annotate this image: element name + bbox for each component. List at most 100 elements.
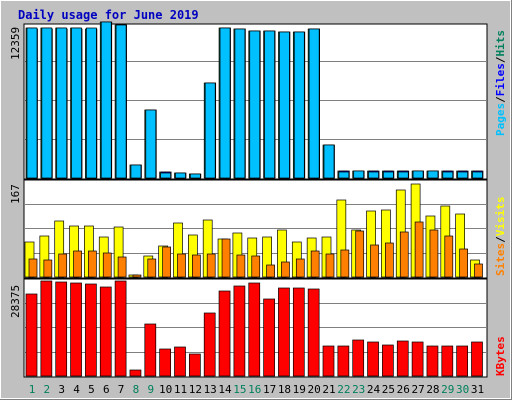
x-tick-label: 15 (233, 383, 246, 396)
x-tick-label: 19 (293, 383, 306, 396)
sites-bar (58, 253, 68, 278)
kbytes-bar (292, 287, 305, 377)
sites-bar (43, 259, 53, 278)
sites-bar (459, 248, 468, 278)
kbytes-bar (85, 283, 97, 377)
kbytes-bar (25, 293, 38, 377)
x-tick-label: 22 (337, 383, 350, 396)
x-tick-label: 28 (426, 383, 439, 396)
sites-bar (251, 255, 261, 278)
legend-pages: Pages (494, 103, 507, 136)
pages-bar (383, 171, 394, 179)
kbytes-bar (70, 282, 82, 377)
sites-bar (281, 261, 290, 278)
pages-bar (115, 24, 127, 179)
kbytes-bar (367, 341, 379, 377)
pages-bar (26, 27, 38, 179)
kbytes-bar (426, 345, 439, 377)
kbytes-bar (189, 353, 201, 377)
legend-kbytes: KBytes (494, 336, 507, 376)
sites-bar (177, 253, 186, 278)
kbytes-bar (456, 345, 468, 377)
pages-bar (86, 27, 97, 179)
x-tick-label: 7 (118, 383, 125, 396)
pages-bar (145, 109, 157, 179)
pages-bar (130, 164, 142, 179)
sites-bar (355, 230, 365, 278)
legend-hits: Hits (494, 30, 507, 57)
kbytes-bar (278, 287, 290, 377)
pages-bar (397, 171, 409, 179)
legend-pages-files-hits: Pages/Files/Hits (494, 30, 507, 136)
legend-sites-visits: Sites/Visits (494, 197, 507, 277)
x-tick-label: 13 (204, 383, 217, 396)
x-tick-label: 8 (133, 383, 140, 396)
hits-max-label: 12359 (9, 27, 22, 60)
pages-bar (204, 82, 216, 179)
sites-bar (236, 254, 246, 278)
visits-max-label: 167 (9, 184, 22, 204)
sites-bar (370, 244, 379, 278)
pages-bar (234, 28, 246, 179)
kbytes-bar (441, 345, 454, 377)
kbytes-bar (233, 285, 246, 377)
x-tick-label: 17 (263, 383, 276, 396)
x-tick-label: 14 (218, 383, 232, 396)
x-tick-label: 27 (411, 383, 424, 396)
kbytes-bar (218, 290, 231, 377)
sites-bar (295, 258, 305, 278)
kbytes-max-label: 28375 (9, 285, 22, 318)
kbytes-bar (174, 346, 186, 377)
x-tick-label: 31 (471, 383, 484, 396)
pages-bar (368, 171, 379, 179)
kbytes-bar (337, 345, 350, 377)
kbytes-bar (55, 281, 68, 377)
sites-bar (147, 258, 157, 278)
kbytes-bar (411, 341, 424, 377)
x-tick-label: 5 (88, 383, 95, 396)
sites-bar (325, 253, 335, 278)
legend-sites: Sites (494, 243, 507, 276)
x-tick-label: 6 (103, 383, 110, 396)
pages-bar (190, 173, 201, 179)
kbytes-bar (159, 348, 171, 377)
pages-bar (293, 31, 305, 179)
sites-bar (474, 263, 483, 278)
kbytes-bar (396, 340, 409, 377)
sites-bar (102, 252, 112, 278)
sites-bar (162, 246, 171, 278)
pages-bar (427, 170, 439, 179)
sites-bar (310, 250, 320, 278)
x-tick-label: 20 (308, 383, 321, 396)
pages-bar (100, 21, 112, 179)
x-tick-label: 30 (456, 383, 469, 396)
legend-slash-3: / (494, 236, 507, 243)
kbytes-bar (352, 339, 365, 377)
sites-bar (340, 249, 350, 278)
sites-bar (28, 258, 38, 278)
kbytes-bar (114, 280, 127, 377)
pages-bar (457, 171, 468, 179)
legend-files: Files (494, 63, 507, 96)
x-tick-label: 2 (44, 383, 51, 396)
kbytes-bar (322, 345, 335, 377)
sites-bar (266, 264, 275, 278)
x-tick-label: 21 (322, 383, 335, 396)
legend-slash-1: / (494, 96, 507, 103)
pages-bar (323, 144, 335, 179)
pages-bar (71, 27, 82, 179)
pages-bar (412, 170, 424, 179)
pages-bar (249, 30, 261, 179)
sites-bar (132, 274, 142, 278)
x-tick-label: 26 (397, 383, 410, 396)
x-tick-label: 18 (278, 383, 291, 396)
sites-bar (399, 231, 409, 278)
legend-visits: Visits (494, 197, 507, 237)
sites-bar (385, 242, 394, 278)
x-tick-label: 29 (441, 383, 454, 396)
pages-bar (264, 30, 275, 179)
kbytes-bar (40, 280, 53, 377)
x-tick-label: 11 (174, 383, 187, 396)
x-tick-label: 9 (147, 383, 154, 396)
